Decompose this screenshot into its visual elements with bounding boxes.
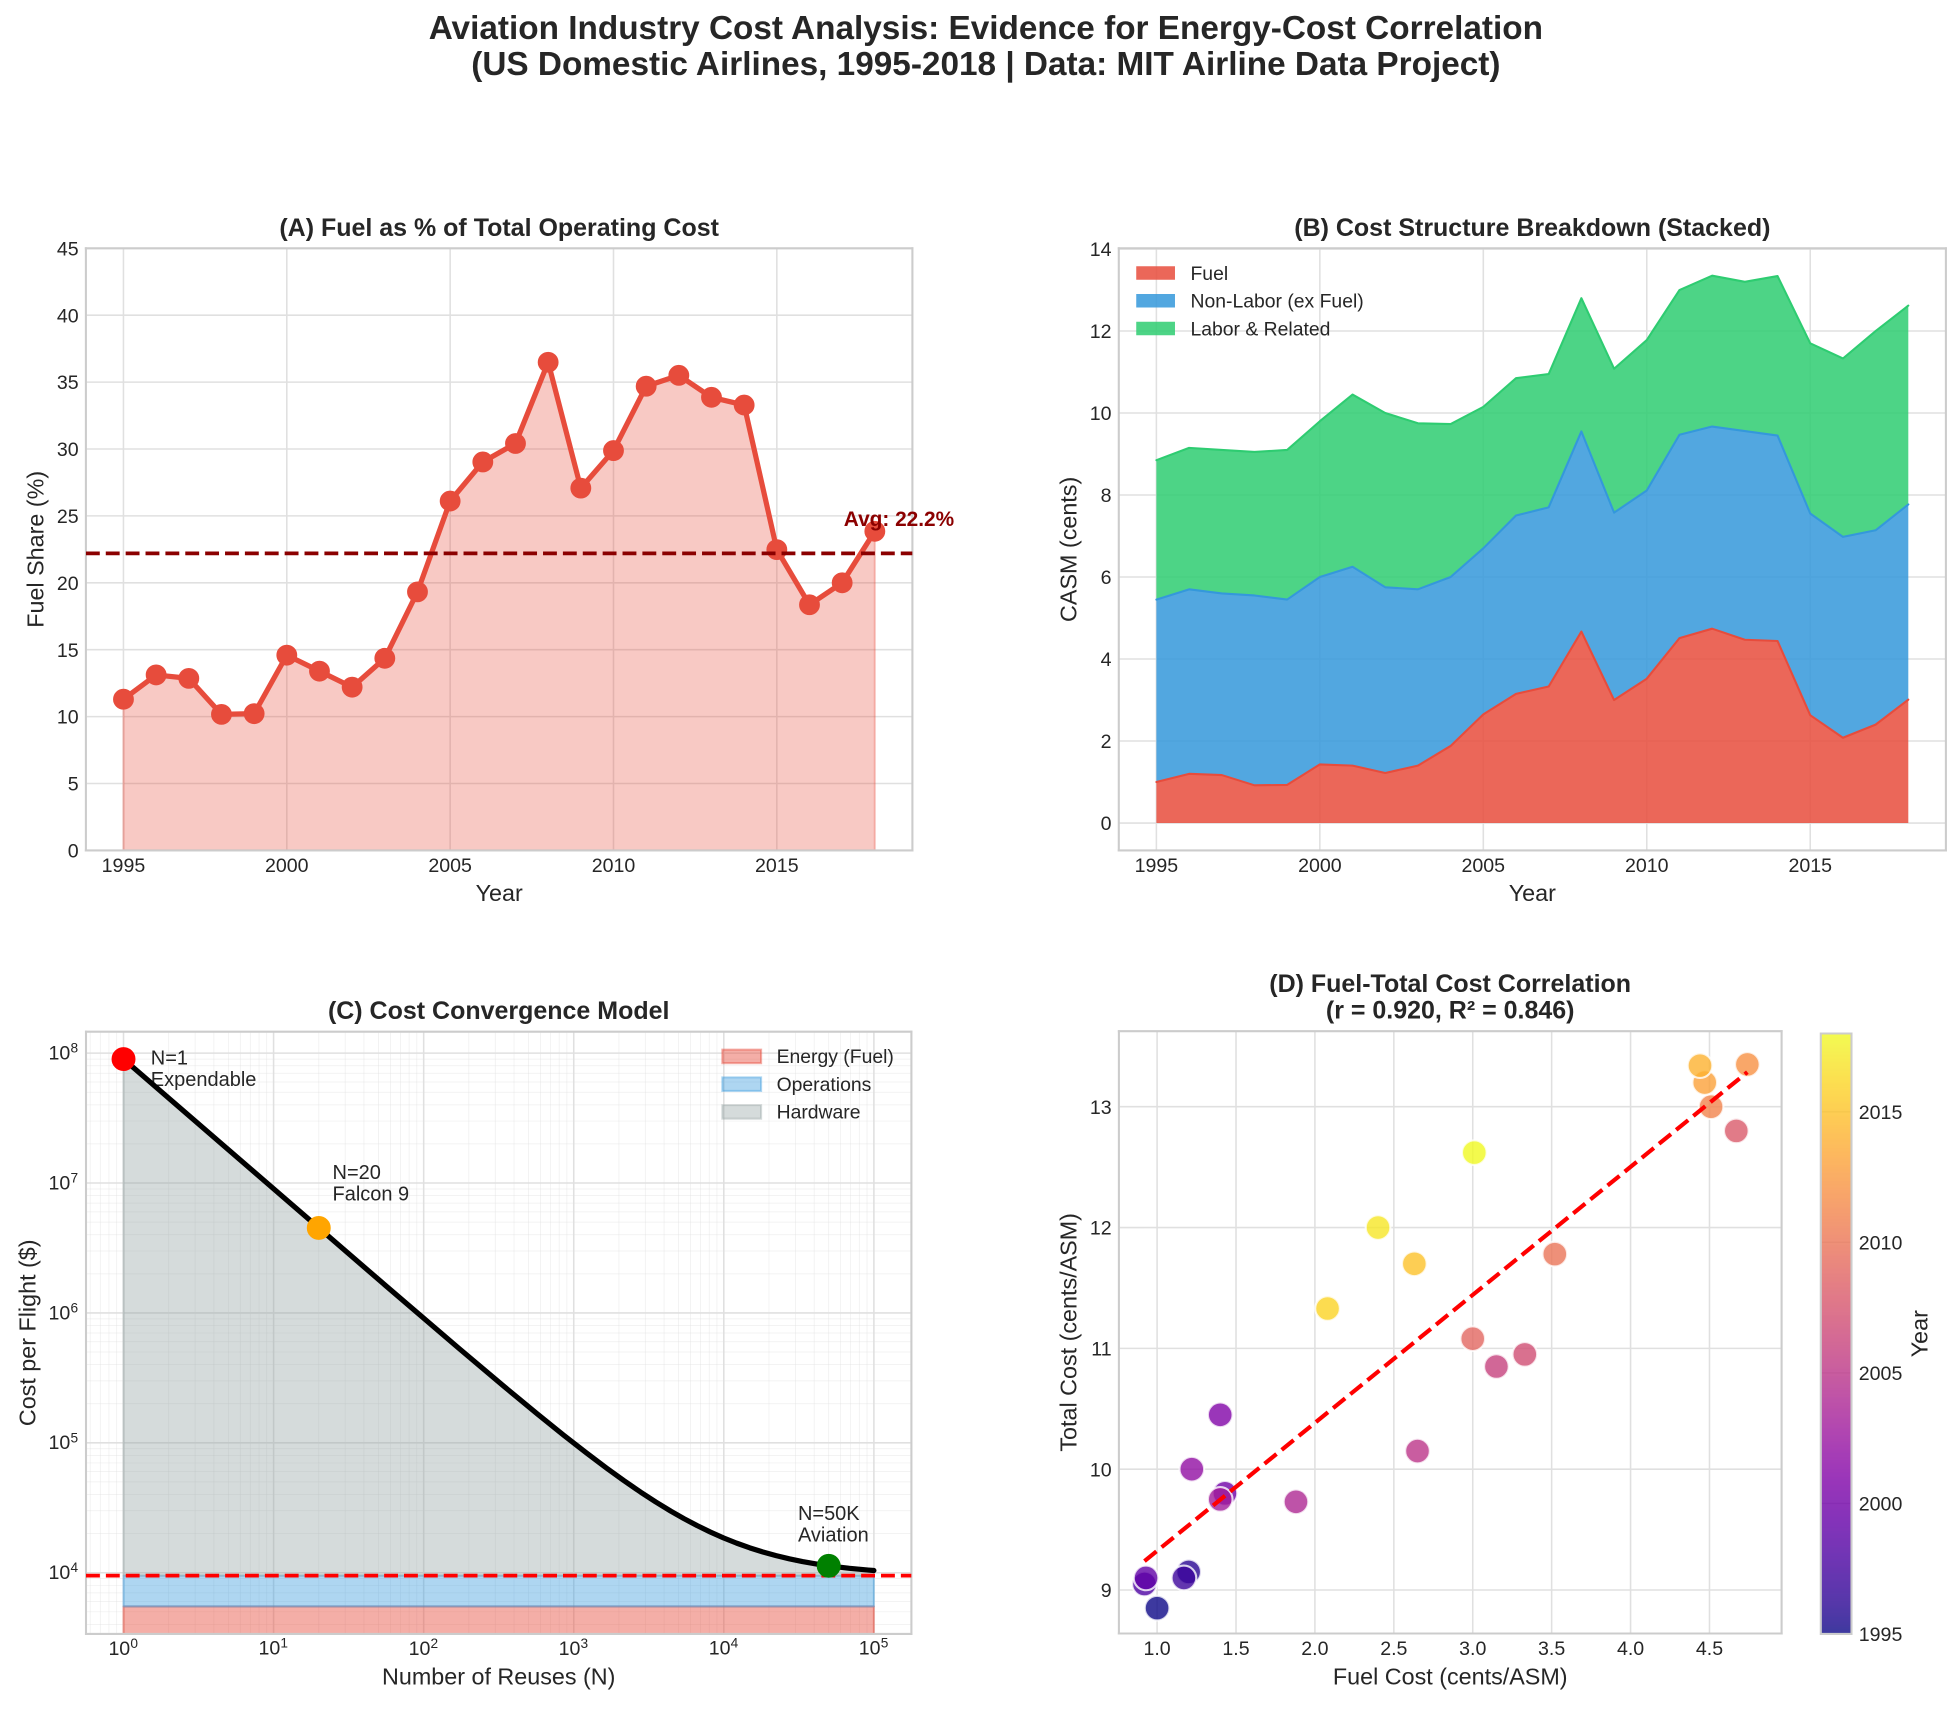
svg-text:5: 5: [68, 774, 79, 796]
svg-text:Aviation Industry Cost Analysi: Aviation Industry Cost Analysis: Evidenc…: [429, 10, 1543, 47]
svg-text:(A) Fuel as % of Total Operati: (A) Fuel as % of Total Operating Cost: [279, 214, 719, 242]
svg-text:1.5: 1.5: [1222, 1638, 1249, 1660]
svg-text:1995: 1995: [1135, 855, 1179, 877]
svg-text:2000: 2000: [265, 855, 309, 877]
svg-text:Cost per Flight ($): Cost per Flight ($): [14, 1239, 40, 1426]
svg-text:8: 8: [1101, 485, 1112, 507]
svg-text:2005: 2005: [1859, 1363, 1903, 1385]
svg-text:13: 13: [1090, 1097, 1112, 1119]
svg-text:Fuel Cost (cents/ASM): Fuel Cost (cents/ASM): [1333, 1663, 1568, 1689]
svg-text:0: 0: [1101, 813, 1112, 835]
svg-text:20: 20: [57, 573, 79, 595]
svg-text:30: 30: [57, 439, 79, 461]
svg-text:Labor & Related: Labor & Related: [1190, 318, 1330, 340]
svg-text:3.5: 3.5: [1538, 1638, 1565, 1660]
svg-text:12: 12: [1090, 1218, 1112, 1240]
svg-text:Avg: 22.2%: Avg: 22.2%: [844, 508, 954, 531]
svg-text:Non-Labor (ex Fuel): Non-Labor (ex Fuel): [1190, 291, 1363, 313]
svg-text:(B) Cost Structure Breakdown (: (B) Cost Structure Breakdown (Stacked): [1294, 214, 1770, 242]
svg-text:6: 6: [1101, 567, 1112, 589]
svg-text:Year: Year: [476, 880, 523, 906]
svg-text:Year: Year: [1907, 1310, 1933, 1357]
svg-text:4.5: 4.5: [1696, 1638, 1723, 1660]
svg-text:45: 45: [57, 238, 79, 260]
svg-text:Total Cost (cents/ASM): Total Cost (cents/ASM): [1056, 1213, 1082, 1452]
svg-text:2005: 2005: [1462, 855, 1506, 877]
svg-text:1 0 4: 1 0 4: [709, 1626, 740, 1663]
svg-text:10: 10: [1090, 1459, 1112, 1481]
svg-text:2015: 2015: [1859, 1102, 1903, 1124]
svg-text:2: 2: [1101, 731, 1112, 753]
svg-text:(C) Cost Convergence Model: (C) Cost Convergence Model: [328, 997, 670, 1025]
svg-text:Expendable: Expendable: [151, 1069, 257, 1091]
svg-text:1.0: 1.0: [1143, 1638, 1170, 1660]
svg-text:1 0 8: 1 0 8: [49, 1031, 80, 1068]
svg-text:N=20: N=20: [333, 1162, 381, 1184]
svg-text:Year: Year: [1509, 880, 1556, 906]
svg-text:1995: 1995: [1859, 1624, 1903, 1646]
svg-text:35: 35: [57, 372, 79, 394]
svg-text:Operations: Operations: [777, 1074, 872, 1096]
svg-text:2015: 2015: [755, 855, 799, 877]
svg-text:1 0 5: 1 0 5: [49, 1420, 80, 1457]
svg-text:3.0: 3.0: [1459, 1638, 1486, 1660]
svg-text:1 0 6: 1 0 6: [49, 1290, 80, 1327]
svg-text:Energy (Fuel): Energy (Fuel): [777, 1046, 894, 1068]
svg-text:1 0 3: 1 0 3: [559, 1626, 590, 1663]
svg-text:(D) Fuel-Total Cost Correlatio: (D) Fuel-Total Cost Correlation: [1269, 970, 1631, 998]
svg-text:25: 25: [57, 506, 79, 528]
svg-text:Hardware: Hardware: [777, 1102, 861, 1124]
svg-text:2010: 2010: [1859, 1232, 1903, 1254]
svg-text:Fuel: Fuel: [1190, 263, 1228, 285]
svg-text:2000: 2000: [1859, 1493, 1903, 1515]
svg-text:Number of Reuses (N): Number of Reuses (N): [382, 1664, 615, 1690]
svg-text:1 0 5: 1 0 5: [859, 1626, 890, 1663]
svg-text:2010: 2010: [592, 855, 636, 877]
svg-text:0: 0: [68, 840, 79, 862]
svg-text:10: 10: [1090, 403, 1112, 425]
svg-text:1 0 4: 1 0 4: [49, 1550, 80, 1587]
svg-text:(r = 0.920, R² = 0.846): (r = 0.920, R² = 0.846): [1326, 997, 1575, 1025]
svg-text:4.0: 4.0: [1617, 1638, 1644, 1660]
svg-text:2.5: 2.5: [1380, 1638, 1407, 1660]
svg-text:1995: 1995: [102, 855, 146, 877]
svg-text:11: 11: [1091, 1338, 1111, 1360]
svg-text:2005: 2005: [428, 855, 472, 877]
svg-text:15: 15: [57, 640, 79, 662]
svg-text:10: 10: [57, 707, 79, 729]
svg-text:1 0 0: 1 0 0: [108, 1626, 139, 1663]
svg-text:Aviation: Aviation: [798, 1524, 869, 1546]
svg-text:N=50K: N=50K: [798, 1503, 860, 1525]
svg-text:2010: 2010: [1625, 855, 1669, 877]
svg-text:Fuel Share (%): Fuel Share (%): [23, 471, 49, 628]
svg-text:1 0 1: 1 0 1: [259, 1626, 290, 1663]
svg-text:2000: 2000: [1298, 855, 1342, 877]
svg-text:12: 12: [1090, 321, 1112, 343]
svg-text:9: 9: [1101, 1580, 1112, 1602]
svg-text:(US Domestic Airlines, 1995-20: (US Domestic Airlines, 1995-2018 | Data:…: [471, 46, 1500, 83]
svg-text:1 0 2: 1 0 2: [409, 1626, 440, 1663]
svg-text:14: 14: [1090, 239, 1112, 261]
svg-text:Falcon 9: Falcon 9: [333, 1183, 410, 1205]
svg-text:4: 4: [1101, 649, 1112, 671]
svg-text:40: 40: [57, 305, 79, 327]
svg-text:1 0 7: 1 0 7: [49, 1160, 80, 1197]
svg-text:CASM (cents): CASM (cents): [1056, 477, 1082, 622]
svg-text:N=1: N=1: [151, 1047, 188, 1069]
svg-text:2015: 2015: [1788, 855, 1832, 877]
svg-text:2.0: 2.0: [1301, 1638, 1328, 1660]
